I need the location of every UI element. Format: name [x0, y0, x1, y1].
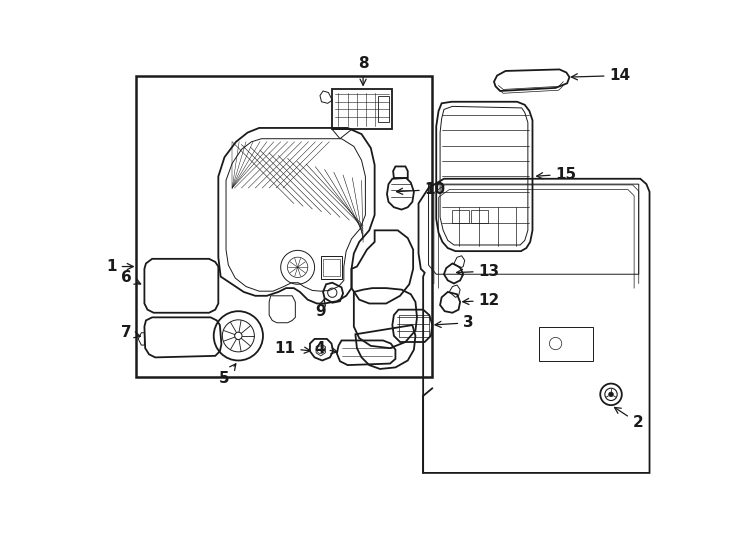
Text: 8: 8: [357, 56, 368, 85]
Text: 12: 12: [462, 293, 500, 308]
Bar: [399, 315, 429, 336]
Text: 14: 14: [571, 68, 631, 83]
Text: 10: 10: [396, 182, 446, 197]
Text: 3: 3: [435, 315, 474, 330]
Bar: [323, 259, 340, 276]
Bar: [321, 256, 342, 279]
Bar: [136, 76, 432, 377]
Text: 6: 6: [121, 270, 141, 285]
Bar: [333, 90, 393, 130]
Text: 13: 13: [457, 264, 500, 279]
Text: 7: 7: [121, 325, 140, 340]
Text: 2: 2: [614, 408, 643, 430]
Text: 1: 1: [106, 259, 134, 274]
Bar: [379, 96, 389, 122]
Text: 15: 15: [537, 167, 577, 181]
Text: 4: 4: [314, 341, 338, 356]
Bar: [451, 210, 468, 224]
Text: 11: 11: [275, 341, 310, 356]
Circle shape: [608, 392, 614, 397]
Text: 9: 9: [316, 298, 326, 319]
Bar: [471, 210, 488, 224]
Bar: [539, 327, 592, 361]
Text: 5: 5: [219, 364, 236, 386]
